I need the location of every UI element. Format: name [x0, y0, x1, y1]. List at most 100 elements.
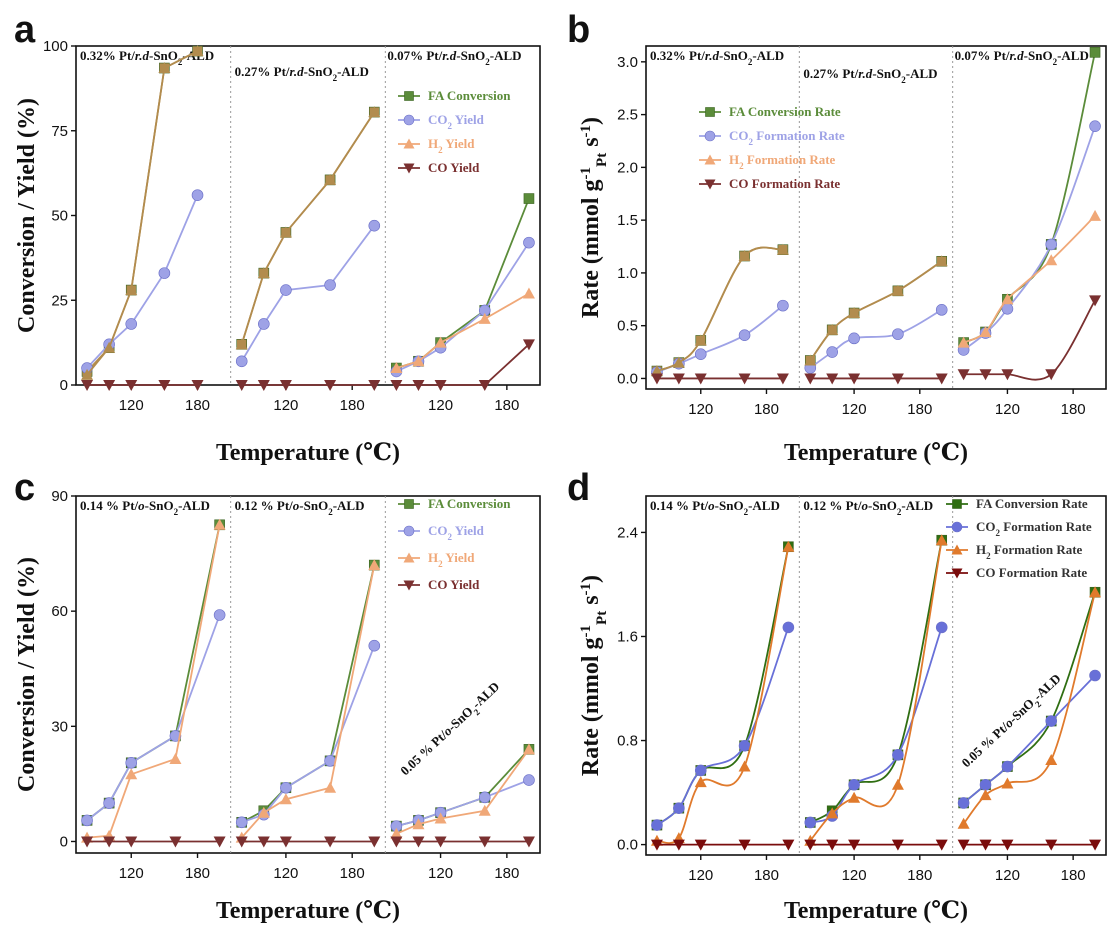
- series-line-h2-yield: [240, 111, 376, 345]
- x-tick-label: 180: [185, 865, 210, 882]
- data-point-co-formation-rate: [935, 839, 948, 851]
- series-line-fa-conversion: [240, 111, 376, 345]
- series-line-h2-formation-rate: [656, 546, 790, 844]
- x-tick-label: 120: [688, 401, 713, 418]
- data-point-h2-formation-rate: [935, 534, 948, 546]
- x-tick-label: 180: [907, 401, 932, 418]
- legend: FA Conversion Rate CO2 Formation Rate H2 F…: [699, 104, 845, 191]
- data-point-co-formation-rate: [1001, 839, 1014, 851]
- data-point-h2-formation-rate: [826, 323, 839, 335]
- data-point-co-formation-rate: [672, 373, 685, 385]
- x-tick-label: 180: [185, 397, 210, 414]
- data-point-co-yield: [368, 836, 381, 848]
- legend-marker: [403, 580, 415, 591]
- subpanel-label: 0.05 % Pt/o-SnO2-ALD: [397, 679, 505, 781]
- data-point-co-formation-rate: [776, 373, 789, 385]
- data-point-h2-formation-rate: [804, 354, 817, 366]
- subpanel-label: 0.07% Pt/r.d-SnO2-ALD: [955, 48, 1089, 67]
- data-point-h2-formation-rate: [957, 817, 970, 829]
- data-point-h2-formation-rate: [848, 307, 861, 319]
- data-point-co-formation-rate: [957, 839, 970, 851]
- data-point-co-formation-rate: [738, 373, 751, 385]
- y-tick-label: 25: [51, 292, 68, 309]
- series-line-h2-yield: [86, 524, 221, 839]
- y-axis-title: Conversion / Yield (%): [14, 557, 40, 792]
- data-point-co2-yield: [81, 814, 93, 827]
- data-point-co-yield: [257, 836, 270, 848]
- data-point-co-yield: [434, 836, 447, 848]
- data-point-co-yield: [390, 836, 403, 848]
- data-point-co2-yield: [523, 774, 535, 786]
- data-point-h2-yield: [324, 173, 337, 185]
- data-point-co-yield: [434, 380, 447, 391]
- x-tick-label: 120: [119, 865, 144, 882]
- data-point-h2-yield: [390, 362, 403, 374]
- legend-marker: [404, 91, 414, 101]
- data-point-h2-yield: [368, 106, 381, 118]
- data-point-co2-yield: [235, 816, 248, 829]
- x-axis-title: Temperature (℃): [216, 898, 400, 924]
- data-point-h2-yield: [81, 368, 94, 380]
- data-point-h2-yield: [125, 284, 138, 296]
- data-point-h2-formation-rate: [891, 778, 904, 790]
- data-point-co2-formation-rate: [777, 299, 789, 312]
- data-point-co2-formation-rate: [1045, 238, 1058, 251]
- subpanel-0-14-pt-o-sno2-ald: 120 180 0.14 % Pt/o-SnO2-ALD: [650, 498, 795, 884]
- data-point-co2-formation-rate: [892, 749, 904, 761]
- series-line-h2-formation-rate: [963, 215, 1096, 344]
- subpanel-0-07-pt-r-d-sno2-ald: 120 180 0.07% Pt/r.d-SnO2-ALD: [955, 47, 1102, 418]
- y-tick-label: 0.8: [617, 733, 638, 750]
- series-line-co2-formation-rate: [809, 309, 943, 369]
- data-point-co-yield: [368, 380, 381, 391]
- subpanel-0-12-pt-o-sno2-ald: 120 180 0.12 % Pt/o-SnO2-ALD: [235, 498, 381, 882]
- legend-marker: [951, 544, 963, 555]
- y-tick-label: 0.0: [617, 837, 638, 854]
- legend-marker: [951, 568, 963, 579]
- data-point-h2-yield: [279, 226, 292, 238]
- legend-item-fa-conversion: FA Conversion: [428, 496, 511, 511]
- y-tick-label: 2.0: [617, 159, 638, 176]
- data-point-co-yield: [213, 836, 226, 848]
- data-point-h2-yield: [478, 804, 491, 816]
- subpanel-0-12-pt-o-sno2-ald: 120 180 0.12 % Pt/o-SnO2-ALD: [803, 498, 948, 884]
- data-point-co-formation-rate: [979, 839, 992, 851]
- subpanel-0-07-pt-r-d-sno2-ald: 120 180 0.07% Pt/r.d-SnO2-ALD: [387, 48, 535, 414]
- series-line-co2-formation-rate: [810, 627, 943, 824]
- y-tick-label: 30: [51, 718, 68, 735]
- legend: FA Conversion Rate CO2 Formation Rate H2 F…: [946, 496, 1092, 580]
- data-point-h2-formation-rate: [979, 789, 992, 801]
- x-tick-label: 120: [995, 401, 1020, 418]
- data-point-h2-yield: [213, 518, 226, 530]
- subpanel-0-32-pt-r-d-sno2-ald: 120 180 0.32% Pt/r.d-SnO2-ALD: [650, 48, 789, 418]
- subpanel-label: 0.27% Pt/r.d-SnO2-ALD: [235, 64, 369, 83]
- legend-item-co2-formation-rate: CO2 Formation Rate: [976, 519, 1092, 538]
- data-point-co2-formation-rate: [1089, 120, 1101, 133]
- legend-item-h2-formation-rate: H2 Formation Rate: [976, 542, 1083, 561]
- y-tick-label: 0: [60, 377, 68, 394]
- subpanel-0-05-pt-o-sno2-ald: 120 180 0.05 % Pt/o-SnO2-ALD: [390, 679, 535, 882]
- data-point-co2-formation-rate: [738, 739, 751, 752]
- data-point-co-yield: [412, 380, 425, 391]
- data-point-co-yield: [478, 836, 491, 848]
- data-point-h2-formation-rate: [738, 250, 751, 262]
- y-axis-title: Conversion / Yield (%): [14, 98, 40, 333]
- y-tick-label: 0.5: [617, 318, 638, 335]
- data-point-co-yield: [103, 380, 116, 391]
- data-point-h2-formation-rate: [1045, 254, 1058, 266]
- data-point-fa-conversion: [523, 193, 535, 204]
- series-line-fa-conversion-rate: [809, 540, 943, 824]
- data-point-co2-yield: [280, 284, 292, 296]
- data-point-co2-yield: [324, 279, 336, 291]
- subpanel-label: 0.14 % Pt/o-SnO2-ALD: [650, 498, 780, 517]
- data-point-co2-formation-rate: [694, 348, 707, 360]
- data-point-h2-yield: [257, 267, 270, 279]
- y-tick-label: 2.5: [617, 107, 638, 124]
- y-tick-label: 0.0: [617, 370, 638, 387]
- data-point-co2-formation-rate: [979, 778, 992, 791]
- data-point-co-formation-rate: [891, 839, 904, 851]
- legend: FA Conversion CO2 Yield H2 Yield CO Yield: [398, 88, 511, 175]
- y-tick-label: 2.4: [617, 524, 638, 541]
- data-point-fa-conversion-rate: [1089, 47, 1101, 58]
- data-point-co-formation-rate: [848, 839, 861, 851]
